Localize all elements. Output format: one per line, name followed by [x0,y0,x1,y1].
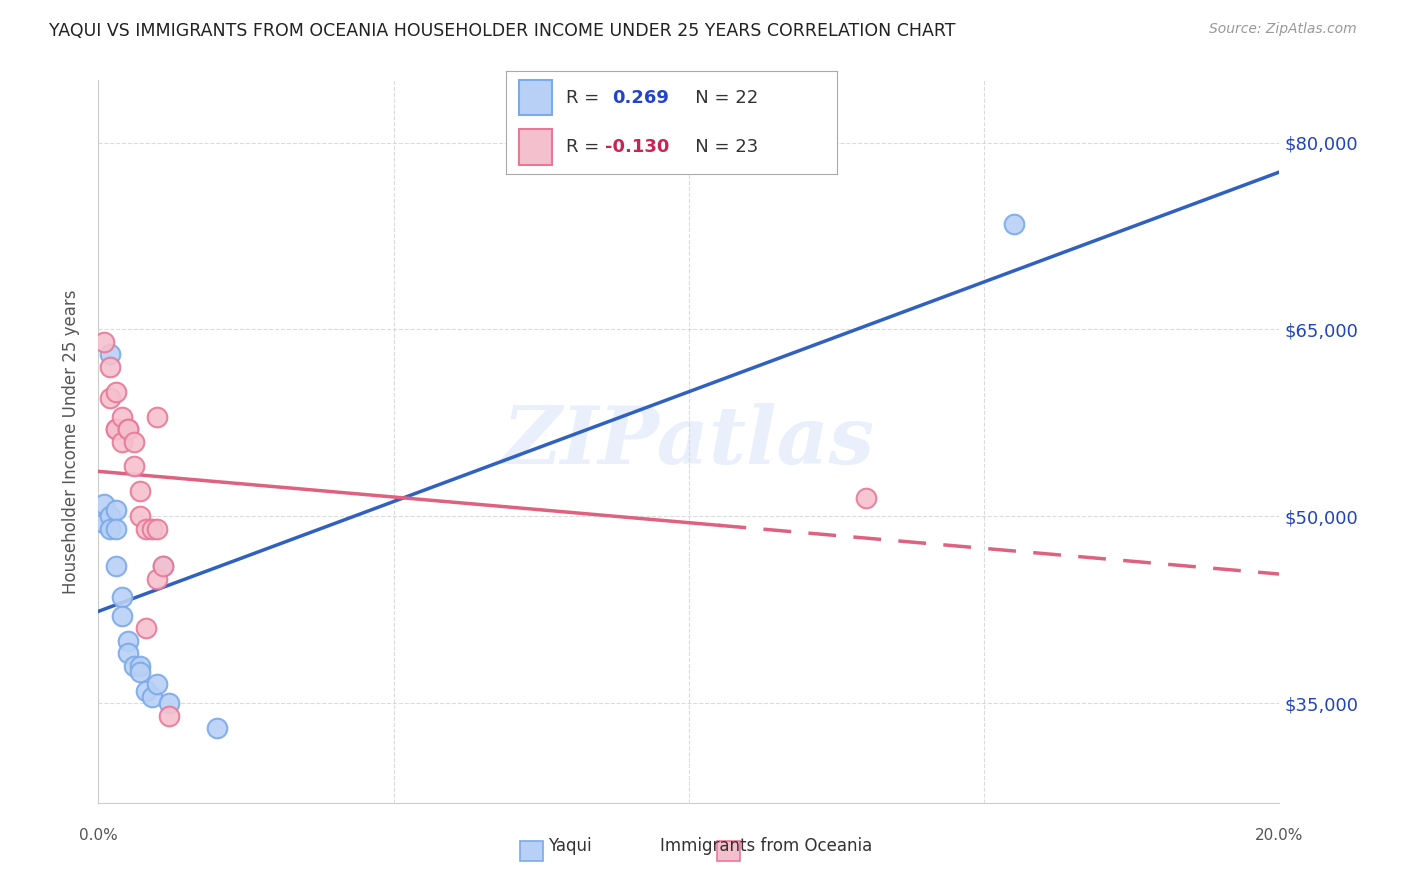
Point [146,677,169,691]
Text: Immigrants from Oceania: Immigrants from Oceania [661,837,872,855]
Point [98,522,121,536]
Point [855,491,877,505]
Point [157,696,180,710]
Point [152,559,174,574]
Point [111,409,134,424]
Point [146,572,169,586]
Point [105,422,128,436]
Bar [519,79,553,115]
Point [105,384,128,399]
Point [105,422,128,436]
Text: 0.269: 0.269 [612,88,669,106]
Text: 20.0%: 20.0% [1256,828,1303,843]
Point [146,409,169,424]
Point [135,683,157,698]
Point [135,621,157,635]
Point [98,347,121,361]
Text: Source: ZipAtlas.com: Source: ZipAtlas.com [1209,22,1357,37]
Point [111,591,134,605]
Point [105,522,128,536]
Point [135,522,157,536]
Y-axis label: Householder Income Under 25 years: Householder Income Under 25 years [62,289,80,594]
Point [152,559,174,574]
Point [98,391,121,405]
Text: Yaqui: Yaqui [547,837,592,855]
Text: R =: R = [565,137,605,156]
Point [98,509,121,524]
Text: N = 23: N = 23 [678,137,758,156]
Point [93,516,115,530]
Bar [519,128,553,165]
Point [128,665,150,679]
Point [128,509,150,524]
Text: -0.130: -0.130 [605,137,669,156]
Point [105,559,128,574]
Point [122,434,145,449]
Point [98,359,121,374]
Point [205,721,228,735]
Point [117,646,139,660]
Point [1002,217,1025,231]
Point [122,658,145,673]
Text: N = 22: N = 22 [678,88,758,106]
Point [141,690,163,704]
Point [157,708,180,723]
Text: 0.0%: 0.0% [79,828,118,843]
Text: YAQUI VS IMMIGRANTS FROM OCEANIA HOUSEHOLDER INCOME UNDER 25 YEARS CORRELATION C: YAQUI VS IMMIGRANTS FROM OCEANIA HOUSEHO… [49,22,956,40]
Point [111,609,134,624]
Text: R =: R = [565,88,610,106]
Point [122,459,145,474]
Point [105,503,128,517]
Point [111,434,134,449]
Point [117,422,139,436]
Point [128,658,150,673]
Text: ZIPatlas: ZIPatlas [503,403,875,480]
Point [93,334,115,349]
Point [117,633,139,648]
Point [146,522,169,536]
Point [93,497,115,511]
Point [128,484,150,499]
Point [141,522,163,536]
Point [117,422,139,436]
